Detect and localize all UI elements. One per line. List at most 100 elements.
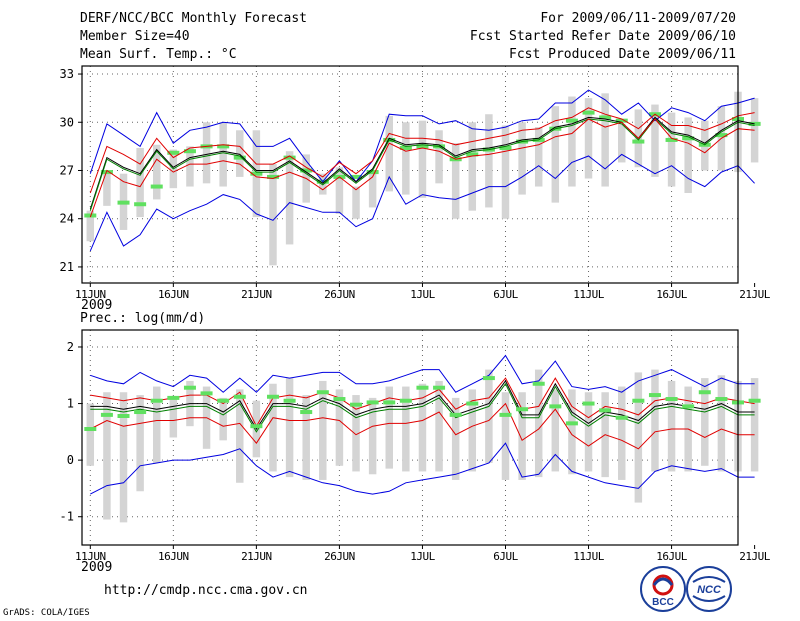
plot-frame [81, 65, 739, 284]
x-tick-label: 11JUN [75, 288, 106, 301]
source-url[interactable]: http://cmdp.ncc.cma.gov.cn [104, 583, 308, 598]
member-marker [715, 133, 728, 138]
x-tick-label: 11JUL [573, 288, 604, 301]
member-range-bar [435, 130, 443, 184]
mean-marker [399, 398, 412, 403]
forecast-period: For 2009/06/11-2009/07/20 [540, 11, 736, 26]
member-range-bar [451, 397, 460, 480]
mean-marker [217, 398, 230, 403]
mean-marker [300, 410, 313, 415]
member-range-bar [468, 389, 477, 472]
y-tick-label: 1 [67, 397, 74, 411]
y-tick-label: 30 [60, 115, 74, 129]
mean-marker [150, 398, 163, 403]
precipitation-panel: -1 0 1 2 11JUN 16JUN 21JUN 26JUN 1JUL 6JUL 11JUL 16… [60, 329, 771, 563]
member-range-bar [534, 369, 543, 478]
member-range-bar [86, 210, 95, 242]
x-tick-label: 26JUN [324, 550, 355, 563]
mean-marker [582, 401, 595, 406]
member-range-bar [584, 392, 593, 472]
series-black_observed [90, 379, 755, 430]
member-range-bar [601, 93, 609, 187]
mean-marker [134, 410, 147, 415]
forecast-produced-date: Fcst Produced Date 2009/06/11 [509, 47, 736, 62]
member-range-bar [103, 173, 111, 206]
member-range-bar [501, 125, 510, 219]
x-tick-label: 6JUL [493, 550, 518, 563]
member-marker [300, 168, 313, 173]
mean-marker [366, 400, 379, 405]
ncc-emblem-icon: NCC [692, 576, 726, 602]
mean-marker [84, 427, 97, 432]
y-tick-label: 0 [67, 453, 74, 467]
member-marker [266, 174, 279, 179]
x-tick-label: 16JUL [656, 550, 687, 563]
mean-marker [100, 412, 113, 417]
mean-marker [283, 398, 296, 403]
member-marker [499, 145, 512, 150]
y-tick-label: -1 [60, 510, 74, 524]
mean-marker [665, 397, 678, 402]
mean-marker [167, 395, 180, 400]
mean-marker [316, 390, 329, 395]
mean-marker [715, 397, 728, 402]
member-range-bar [651, 369, 659, 472]
mean-marker [532, 381, 545, 386]
mean-marker [333, 397, 346, 402]
ncc-logo-text: NCC [697, 584, 722, 596]
mean-marker [482, 376, 495, 381]
y-tick-label: 2 [67, 340, 74, 354]
member-range-bar [584, 98, 593, 179]
x-tick-label: 21JUL [739, 288, 770, 301]
temperature-panel: 21 24 27 30 33 11JUN 16JUN 21JUN 26JUN 1JUL 6JUL 11… [60, 65, 771, 301]
bcc-logo-text: BCC [652, 597, 674, 608]
mean-marker [350, 402, 363, 407]
member-range-bar [368, 173, 377, 208]
mean-marker [200, 391, 213, 396]
member-range-bar [451, 143, 460, 219]
mean-marker [416, 385, 429, 390]
member-marker [84, 213, 97, 218]
member-range-bar [667, 112, 676, 187]
mean-marker [433, 385, 446, 390]
member-marker [183, 149, 196, 154]
mean-marker [233, 394, 246, 399]
member-range-bar [618, 123, 626, 163]
member-range-bar [103, 392, 111, 520]
member-range-bar [169, 397, 178, 438]
member-range-bar [684, 117, 692, 193]
x-tick-label: 21JUL [739, 550, 770, 563]
member-range-bar [518, 122, 526, 195]
member-range-bar [202, 122, 211, 184]
member-range-bar [701, 378, 709, 466]
mean-marker [748, 398, 761, 403]
member-range-bar [385, 115, 393, 192]
member-marker [283, 155, 296, 160]
member-range-bar [236, 389, 244, 483]
chart-title: DERF/NCC/BCC Monthly Forecast [80, 11, 307, 26]
x-tick-label: 26JUN [324, 288, 355, 301]
x-tick-label: 1JUL [410, 550, 435, 563]
member-range-bar [667, 380, 676, 472]
member-marker [167, 150, 180, 155]
member-range-bar [285, 151, 294, 245]
member-marker [399, 145, 412, 150]
x-tick-label: 16JUN [158, 550, 189, 563]
member-range-bar [302, 395, 310, 480]
member-range-bar [485, 114, 493, 208]
member-range-bar [319, 380, 327, 480]
member-marker [117, 200, 130, 205]
member-marker [217, 144, 230, 149]
member-range-bar [152, 144, 161, 200]
series-blue_upper [90, 354, 755, 393]
mean-marker [648, 393, 661, 398]
series-red_lower [89, 118, 755, 218]
member-range-bar [402, 386, 410, 472]
member-range-bar [368, 397, 377, 475]
member-marker [350, 174, 363, 179]
member-range-bar [186, 146, 194, 187]
mean-marker [499, 412, 512, 417]
mean-marker [599, 408, 612, 413]
x-tick-label: 16JUN [158, 288, 189, 301]
series-green_mean [90, 382, 755, 433]
